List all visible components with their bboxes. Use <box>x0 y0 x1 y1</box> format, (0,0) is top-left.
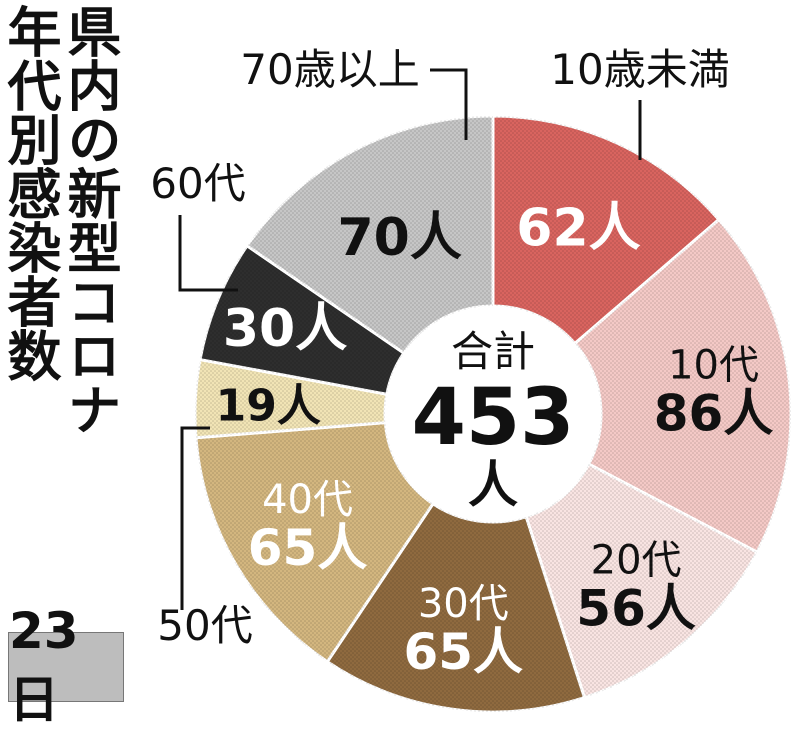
slice-value-label: 86人 <box>654 385 774 443</box>
leader-line <box>180 426 210 610</box>
slice-value-label: 19人 <box>216 380 321 431</box>
donut-slice-texture-3 <box>526 464 758 698</box>
slice-category-label: 60代 <box>150 159 245 208</box>
donut-hole <box>385 306 601 522</box>
slice-labels: 62人10代86人20代56人30代65人40代65人19人30人70人10歳未… <box>150 45 773 681</box>
date-badge: 23日 <box>8 602 124 729</box>
chart-title-line-1: 県内の新型コロナ <box>58 4 121 436</box>
donut-slice-texture-5 <box>195 422 433 662</box>
slice-value-label: 65人 <box>248 519 368 577</box>
slice-value-label: 70人 <box>337 208 461 268</box>
donut-slice-texture-6 <box>195 359 387 438</box>
slice-category-label: 10代 <box>668 343 759 389</box>
donut-slice-texture-4 <box>327 503 585 712</box>
leader-lines <box>178 68 642 610</box>
slice-category-label: 70歳以上 <box>240 45 419 94</box>
center-total-value: 453 <box>412 373 575 463</box>
donut-slice-texture-2 <box>574 219 791 553</box>
slice-category-label: 10歳未満 <box>550 45 729 94</box>
slice-category-label: 30代 <box>418 581 509 627</box>
leader-line <box>178 215 238 292</box>
donut-slice-texture-7 <box>200 245 404 395</box>
slice-category-label: 50代 <box>157 601 252 650</box>
leader-line <box>430 68 468 140</box>
slice-category-label: 20代 <box>591 538 682 584</box>
center-total-label: 合計 <box>451 327 535 376</box>
slice-value-label: 30人 <box>223 299 347 359</box>
slice-value-label: 62人 <box>516 199 640 259</box>
slice-value-label: 65人 <box>403 623 523 681</box>
slice-category-label: 40代 <box>262 477 353 523</box>
chart-title-line-2: 年代別感染者数 <box>0 4 61 382</box>
donut-slice-texture-1 <box>493 116 719 344</box>
donut-slice-texture-8 <box>247 116 493 354</box>
center-total-unit: 人 <box>468 456 518 514</box>
slice-value-label: 56人 <box>576 580 696 638</box>
donut-slices <box>193 114 793 714</box>
